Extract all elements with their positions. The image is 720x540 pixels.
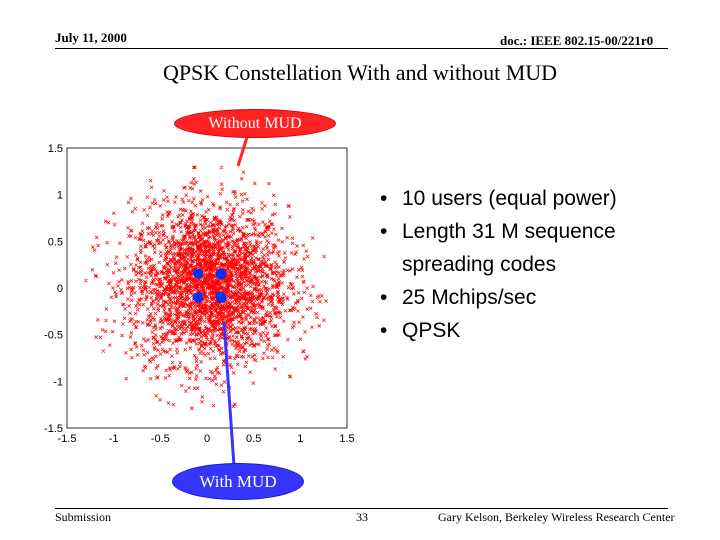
- without-mud-series: [84, 165, 328, 411]
- bullet-item: Length 31 M sequence spreading codes: [380, 215, 680, 281]
- footer-author: Gary Kelson, Berkeley Wireless Research …: [438, 510, 675, 524]
- with-mud-point: [192, 292, 204, 303]
- footer-page-number: 33: [356, 510, 368, 524]
- y-tick-label: 0: [57, 283, 63, 295]
- footer-rule: [55, 508, 668, 509]
- footer-submission: Submission: [55, 510, 112, 524]
- bullet-item: 25 Mchips/sec: [380, 281, 680, 314]
- x-tick-label: 1: [297, 433, 303, 445]
- header-date: July 11, 2000: [55, 30, 127, 45]
- y-tick-label: -1.5: [44, 423, 63, 435]
- x-tick-label: 0.5: [246, 433, 261, 445]
- with-mud-series: [192, 268, 227, 303]
- y-tick-label: -0.5: [44, 330, 63, 342]
- x-tick-label: 1.5: [339, 433, 354, 445]
- with-mud-point: [215, 268, 227, 279]
- x-tick-label: -0.5: [151, 433, 170, 445]
- without-mud-callout: Without MUD: [174, 109, 336, 138]
- header-rule: [55, 48, 668, 49]
- x-tick-label: -1.5: [58, 433, 77, 445]
- bullet-item: 10 users (equal power): [380, 182, 680, 215]
- y-tick-label: 1: [57, 190, 63, 202]
- with-mud-callout: With MUD: [172, 463, 304, 500]
- x-tick-label: -1: [109, 433, 119, 445]
- x-tick-label: 0: [204, 433, 210, 445]
- bullet-list: 10 users (equal power) Length 31 M seque…: [380, 182, 680, 347]
- bullet-item: QPSK: [380, 314, 680, 347]
- slide-title: QPSK Constellation With and without MUD: [162, 60, 558, 85]
- header-doc-id: doc.: IEEE 802.15-00/221r0: [500, 33, 654, 48]
- y-tick-label: 1.5: [48, 143, 63, 155]
- without-mud-arrow: [236, 133, 250, 167]
- y-tick-label: -1: [53, 376, 63, 388]
- y-tick-label: 0.5: [48, 236, 63, 248]
- with-mud-point: [215, 291, 227, 303]
- with-mud-arrow: [222, 321, 236, 467]
- with-mud-point: [193, 268, 203, 279]
- red-x-markers: [84, 165, 328, 411]
